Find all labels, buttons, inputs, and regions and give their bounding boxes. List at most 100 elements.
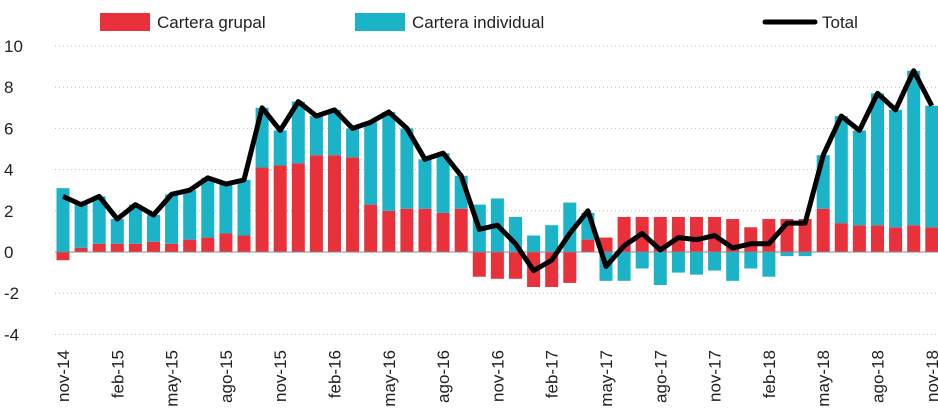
- bar: [219, 233, 233, 252]
- bar: [418, 208, 432, 252]
- y-tick-label: 6: [4, 119, 13, 138]
- bar: [816, 208, 830, 252]
- x-tick-label: nov-18: [923, 350, 938, 402]
- bar: [128, 204, 142, 244]
- bar: [183, 190, 197, 240]
- legend-swatch: [355, 13, 405, 31]
- bar: [545, 225, 559, 252]
- bar: [309, 155, 323, 252]
- bar: [671, 252, 685, 273]
- bar: [400, 208, 414, 252]
- x-tick-label: may-17: [597, 350, 616, 407]
- bar: [382, 111, 396, 211]
- bar: [581, 239, 595, 252]
- bar: [328, 155, 341, 252]
- bar: [454, 208, 468, 252]
- bar: [690, 216, 703, 252]
- bar: [110, 219, 124, 244]
- x-tick-label: ago-17: [651, 350, 670, 403]
- legend-label: Total: [822, 13, 858, 32]
- bar: [744, 227, 758, 252]
- bar: [74, 202, 88, 248]
- bar: [92, 196, 106, 244]
- bar: [726, 252, 740, 281]
- bar: [147, 241, 160, 252]
- bar: [237, 235, 251, 252]
- y-tick-label: 2: [4, 202, 13, 221]
- bar: [780, 252, 794, 257]
- bar: [400, 128, 414, 209]
- x-tick-label: nov-14: [54, 350, 73, 402]
- bar: [201, 237, 215, 252]
- x-tick-label: may-15: [163, 350, 182, 407]
- bar: [472, 252, 486, 277]
- total-line: [61, 68, 935, 274]
- x-tick-label: nov-16: [488, 350, 507, 402]
- x-tick-label: feb-16: [326, 350, 345, 398]
- y-tick-label: 8: [4, 78, 13, 97]
- bar: [617, 252, 631, 281]
- bar: [74, 247, 88, 252]
- bar: [382, 210, 396, 252]
- x-tick-label: ago-18: [869, 350, 888, 403]
- y-tick-label: -2: [4, 284, 19, 303]
- bar: [128, 243, 142, 252]
- bar: [309, 116, 323, 156]
- x-tick-label: ago-15: [217, 350, 236, 403]
- bar: [762, 252, 776, 277]
- bar: [744, 252, 758, 269]
- y-tick-label: 4: [4, 161, 13, 180]
- bar: [147, 214, 160, 242]
- legend-label: Cartera individual: [412, 13, 544, 32]
- x-tick-label: may-18: [814, 350, 833, 407]
- bar: [907, 225, 921, 252]
- x-tick-label: ago-16: [434, 350, 453, 403]
- bar: [165, 243, 179, 252]
- bar: [889, 227, 903, 252]
- bar: [364, 122, 378, 205]
- bar: [653, 252, 667, 285]
- bar: [852, 130, 866, 226]
- x-tick-label: may-16: [380, 350, 399, 407]
- bar: [671, 216, 685, 252]
- bar: [889, 109, 903, 228]
- bar: [418, 159, 432, 209]
- bar: [925, 105, 938, 228]
- bar: [852, 225, 866, 252]
- bar: [291, 101, 305, 164]
- bar: [291, 163, 305, 252]
- bar: [527, 235, 541, 252]
- bar: [56, 188, 70, 252]
- bar: [871, 225, 884, 252]
- bar: [635, 252, 649, 269]
- bar: [690, 252, 703, 275]
- bar: [563, 252, 577, 283]
- bar: [798, 252, 812, 257]
- bar: [255, 167, 269, 252]
- bar: [490, 252, 504, 279]
- bar: [436, 153, 450, 213]
- bar: [165, 194, 179, 244]
- bar: [708, 252, 722, 271]
- bar: [183, 239, 197, 252]
- bar: [834, 116, 848, 224]
- bar: [273, 165, 287, 252]
- x-tick-label: feb-18: [760, 350, 779, 398]
- bar: [56, 252, 70, 261]
- bar: [834, 223, 848, 252]
- x-tick-label: feb-17: [543, 350, 562, 398]
- bar: [653, 216, 667, 252]
- y-tick-label: 0: [4, 243, 13, 262]
- bar: [907, 70, 921, 226]
- bar: [110, 243, 124, 252]
- y-tick-label: -4: [4, 325, 19, 344]
- x-tick-label: nov-17: [706, 350, 725, 402]
- bar: [201, 177, 215, 238]
- x-tick-label: nov-15: [271, 350, 290, 402]
- bar: [436, 212, 450, 252]
- bar: [509, 252, 522, 279]
- bar: [219, 184, 233, 234]
- x-tick-label: feb-15: [108, 350, 127, 398]
- bar: [273, 130, 287, 166]
